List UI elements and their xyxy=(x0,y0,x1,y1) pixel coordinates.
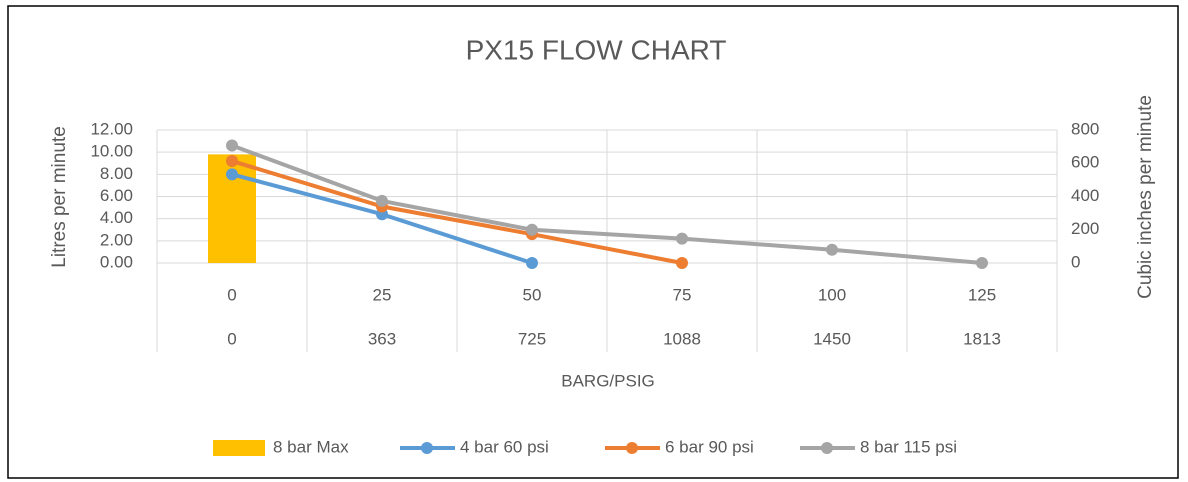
legend-swatch xyxy=(213,440,265,456)
line xyxy=(231,143,983,265)
y2-tick-label: 400 xyxy=(1071,186,1099,205)
y-axis-label: Litres per minute xyxy=(49,126,70,268)
marker xyxy=(676,257,688,269)
marker xyxy=(376,194,388,207)
legend-marker xyxy=(421,442,433,454)
legend-marker xyxy=(626,442,638,454)
x-axis-label: BARG/PSIG xyxy=(561,371,655,390)
y-tick-label: 2.00 xyxy=(100,230,133,249)
y-tick-label: 8.00 xyxy=(100,164,133,183)
x-tick-label: 125 xyxy=(968,285,996,304)
y-tick-label: 10.00 xyxy=(90,142,133,161)
marker xyxy=(676,232,688,245)
x-tick-label-outer: 363 xyxy=(368,329,396,348)
legend-label: 6 bar 90 psi xyxy=(665,437,754,456)
chart-frame xyxy=(7,5,1179,479)
marker xyxy=(826,243,838,256)
chart-title: PX15 FLOW CHART xyxy=(466,34,727,65)
x-tick-label-outer: 1088 xyxy=(663,329,701,348)
x-tick-label-outer: 725 xyxy=(518,329,546,348)
y-tick-label: 12.00 xyxy=(90,119,133,138)
y-tick-label: 6.00 xyxy=(100,186,133,205)
legend-marker xyxy=(821,442,833,454)
x-tick-label: 0 xyxy=(227,285,236,304)
marker xyxy=(976,257,988,269)
marker xyxy=(226,168,238,181)
y2-tick-label: 600 xyxy=(1071,153,1099,172)
legend-label: 4 bar 60 psi xyxy=(460,437,549,456)
y2-tick-label: 800 xyxy=(1071,119,1099,138)
x-tick-label: 100 xyxy=(818,285,846,304)
legend-label: 8 bar 115 psi xyxy=(860,437,957,456)
y-tick-label: 4.00 xyxy=(100,208,133,227)
marker xyxy=(526,223,538,236)
x-tick-label: 75 xyxy=(673,285,692,304)
y2-tick-label: 200 xyxy=(1071,219,1099,238)
line xyxy=(231,159,683,265)
y2-axis-label: Cubic inches per minute xyxy=(1135,95,1156,299)
x-tick-label-outer: 0 xyxy=(227,329,236,348)
y-tick-label: 0.00 xyxy=(100,252,133,271)
marker xyxy=(526,257,538,269)
y2-tick-label: 0 xyxy=(1071,252,1080,271)
x-tick-label-outer: 1450 xyxy=(813,329,851,348)
x-tick-label-outer: 1813 xyxy=(963,329,1001,348)
legend-label: 8 bar Max xyxy=(273,437,349,456)
x-tick-label: 25 xyxy=(373,285,392,304)
marker xyxy=(226,139,238,152)
x-tick-label: 50 xyxy=(523,285,542,304)
marker xyxy=(226,155,238,168)
